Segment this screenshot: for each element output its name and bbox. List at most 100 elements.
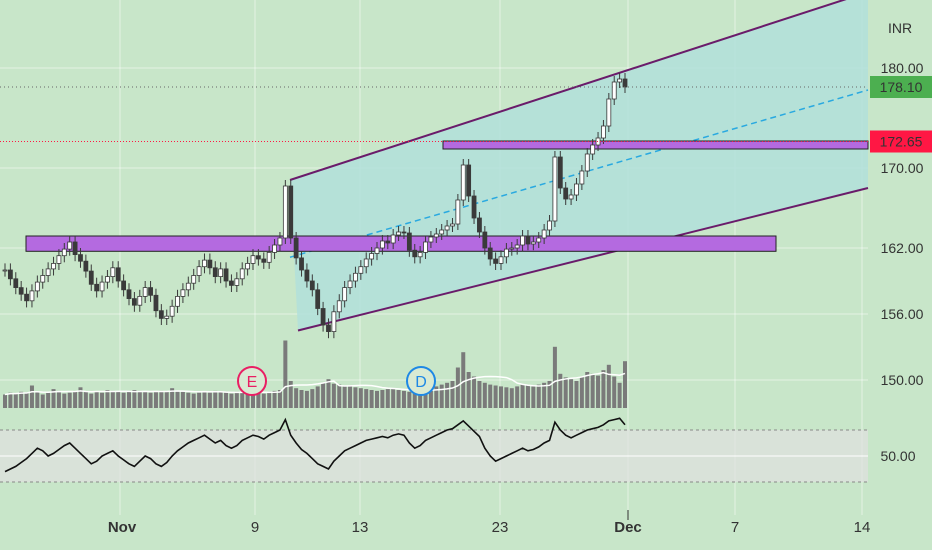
volume-bar: [234, 391, 239, 408]
volume-bar: [13, 393, 18, 408]
volume-bar: [100, 392, 105, 408]
candle-body: [105, 276, 110, 283]
event-marker-label: E: [247, 374, 258, 391]
volume-bar: [202, 391, 207, 408]
candle-body: [24, 293, 29, 302]
candle-body: [487, 247, 493, 260]
candle-body: [606, 98, 612, 127]
candle-body: [563, 187, 569, 200]
candle-body: [266, 251, 272, 263]
volume-bar: [466, 372, 471, 408]
volume-bar: [579, 376, 584, 408]
volume-bar: [191, 393, 196, 408]
volume-bar: [143, 391, 148, 408]
volume-bar: [396, 390, 401, 408]
volume-bar: [24, 392, 29, 408]
event-marker[interactable]: E: [237, 366, 267, 396]
candle-body: [110, 267, 116, 277]
x-tick-label: Dec: [614, 519, 642, 536]
price-tick-label: 170.00: [881, 160, 924, 176]
volume-bar: [35, 391, 40, 408]
candle-body: [245, 262, 251, 270]
volume-bar: [520, 384, 525, 408]
volume-bar: [89, 393, 94, 408]
regression-channel[interactable]: [289, 0, 869, 332]
volume-bar: [623, 361, 627, 408]
candle-body: [347, 280, 353, 288]
volume-bar: [299, 390, 304, 408]
volume-bar: [240, 392, 245, 408]
volume-bar: [369, 390, 374, 408]
candle-body: [622, 78, 628, 88]
volume-bar: [3, 394, 7, 408]
candle-body: [212, 267, 218, 277]
last-price-box: [870, 76, 932, 98]
volume-bar: [617, 382, 622, 408]
volume-bar: [504, 387, 509, 408]
event-marker-circle: [406, 366, 436, 396]
price-tick-label: 150.00: [881, 372, 924, 388]
candle-body: [493, 258, 499, 264]
candle-body: [498, 256, 504, 264]
volume-bar: [531, 386, 536, 408]
candle-body: [223, 268, 229, 282]
channel-lower-line: [297, 187, 869, 332]
volume-bar: [19, 391, 24, 408]
candle-body: [45, 268, 51, 276]
candle-body: [536, 237, 542, 243]
volume-bar: [267, 391, 272, 408]
candle-body: [261, 258, 267, 263]
candle-body: [417, 251, 423, 258]
candle-body: [72, 241, 78, 255]
volume-bar: [51, 389, 56, 408]
volume-bar: [358, 388, 363, 408]
candle-body: [255, 255, 261, 260]
volume-bar: [40, 394, 45, 408]
volume-bar: [536, 384, 541, 408]
volume-bar: [418, 391, 423, 408]
volume-bar: [552, 346, 557, 408]
candle-body: [401, 231, 407, 234]
volume-bar: [601, 370, 606, 408]
volume-bar: [8, 392, 13, 408]
volume-bar: [542, 382, 547, 408]
volume-bar: [434, 386, 439, 408]
zone-lower: [25, 235, 777, 252]
volume-bar: [590, 373, 595, 408]
candle-body: [358, 266, 364, 274]
volume-bar: [251, 391, 255, 408]
channel-midline: [289, 89, 869, 258]
candle-body: [471, 195, 477, 219]
candle-body: [579, 170, 585, 185]
candle-body: [444, 225, 450, 231]
candle-body: [428, 236, 434, 243]
support-resistance-zones[interactable]: [25, 140, 869, 252]
candle-body: [530, 241, 536, 245]
candle-body: [520, 235, 525, 246]
candle-body: [433, 233, 439, 238]
volume-bar: [94, 391, 99, 408]
event-marker[interactable]: D: [406, 366, 436, 396]
volume-bar: [612, 376, 617, 408]
volume-bar: [450, 381, 455, 408]
x-tick-label: 13: [352, 519, 369, 536]
candle-body: [169, 305, 175, 317]
candle-body: [202, 259, 207, 268]
candle-body: [336, 300, 342, 313]
volume-bar: [585, 372, 590, 408]
candle-body: [450, 223, 455, 227]
candle-body: [272, 244, 277, 253]
x-tick-label: 14: [854, 519, 871, 536]
candle-body: [568, 194, 574, 200]
candle-body: [164, 315, 170, 319]
candle-body: [158, 310, 164, 319]
candle-body: [180, 289, 186, 297]
volume-bar: [137, 390, 142, 408]
candle-body: [455, 199, 461, 225]
volume-bars: [3, 340, 627, 408]
candle-body: [121, 280, 127, 291]
volume-bar: [213, 390, 218, 408]
channel-fill: [290, 0, 868, 331]
